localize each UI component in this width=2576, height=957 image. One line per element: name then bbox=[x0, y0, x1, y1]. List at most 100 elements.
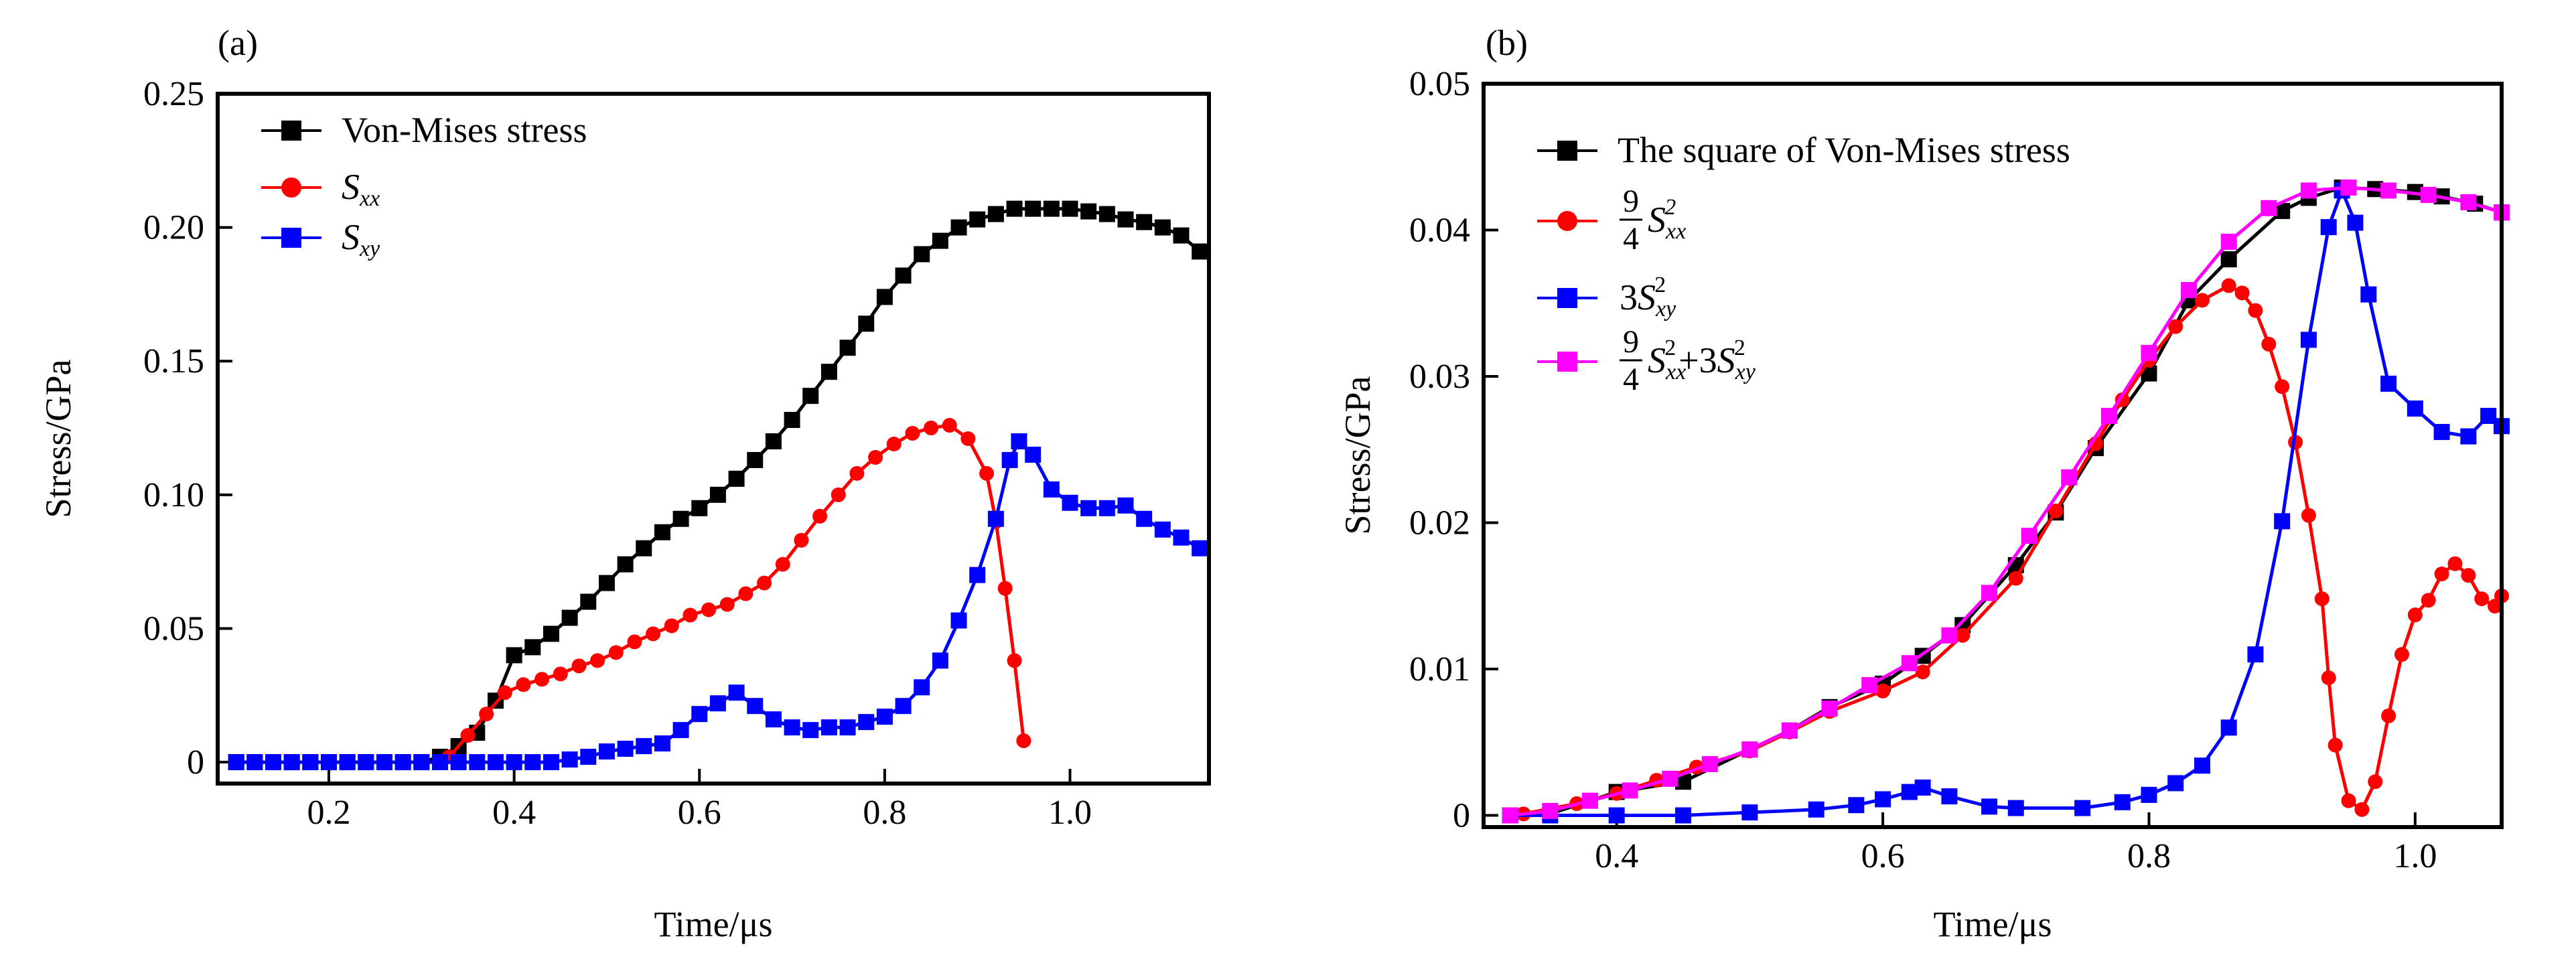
data-point bbox=[820, 364, 837, 380]
series-line bbox=[447, 423, 1025, 758]
data-point bbox=[302, 754, 319, 771]
legend-marker-sxx2 bbox=[1557, 211, 1577, 231]
data-point bbox=[820, 719, 837, 736]
data-point bbox=[2314, 591, 2330, 607]
y-tick-label-a: 0.25 bbox=[143, 75, 204, 113]
fraction-numerator: 9 bbox=[1623, 183, 1639, 219]
data-point bbox=[969, 211, 986, 228]
series-layer-b bbox=[1502, 179, 2510, 824]
data-point bbox=[895, 267, 912, 284]
data-point bbox=[2354, 802, 2370, 817]
data-point bbox=[979, 465, 995, 481]
data-point bbox=[1915, 664, 1930, 680]
data-point bbox=[2194, 757, 2210, 774]
legend-label-sxx2: Sxx2 bbox=[1648, 195, 1686, 244]
data-point bbox=[608, 645, 624, 660]
legend-marker-sum bbox=[1557, 352, 1577, 372]
data-point bbox=[1080, 500, 1097, 516]
series-layer-a bbox=[228, 200, 1208, 771]
x-tick-label-a: 0.4 bbox=[492, 794, 536, 832]
data-point bbox=[265, 754, 281, 771]
data-point bbox=[2074, 800, 2091, 816]
data-point bbox=[868, 449, 883, 465]
data-point bbox=[487, 754, 504, 771]
series-b-1 bbox=[1516, 278, 2509, 822]
data-point bbox=[2328, 737, 2343, 753]
legend-entry-von-mises: Von-Mises stress bbox=[261, 110, 587, 150]
data-point bbox=[469, 754, 486, 771]
data-point bbox=[969, 567, 986, 583]
data-point bbox=[617, 741, 634, 757]
data-point bbox=[320, 754, 337, 771]
data-point bbox=[1154, 219, 1171, 236]
data-point bbox=[831, 487, 846, 502]
data-point bbox=[1173, 529, 1190, 546]
data-point bbox=[617, 556, 634, 573]
legend-b: The square of Von-Mises stress 9 4 Sxx2 … bbox=[1537, 130, 2070, 397]
legend-entry-sum: 9 4 Sxx2+3Sxy2 bbox=[1537, 324, 1756, 397]
series-b-3 bbox=[1502, 179, 2510, 824]
data-point bbox=[1941, 788, 1958, 805]
data-point bbox=[1192, 540, 1208, 557]
data-point bbox=[524, 639, 541, 656]
data-point bbox=[534, 672, 550, 687]
data-point bbox=[942, 418, 957, 433]
legend-label-sxy2: 3Sxy2 bbox=[1620, 273, 1676, 321]
data-point bbox=[987, 206, 1004, 222]
x-tick-label-a: 0.2 bbox=[307, 794, 350, 832]
data-point bbox=[2394, 647, 2409, 662]
data-point bbox=[2181, 282, 2198, 299]
x-tick-label-a: 0.6 bbox=[678, 794, 721, 832]
data-point bbox=[2420, 187, 2437, 204]
data-point bbox=[413, 754, 430, 771]
data-point bbox=[1062, 200, 1078, 217]
y-tick-label-a: 0.10 bbox=[143, 476, 204, 514]
data-point bbox=[2433, 424, 2450, 441]
data-point bbox=[849, 465, 865, 481]
data-point bbox=[2407, 400, 2423, 417]
y-tick-label-b: 0.03 bbox=[1409, 358, 1470, 396]
y-tick-label-a: 0.20 bbox=[143, 209, 204, 247]
legend-entry-sxx2: 9 4 Sxx2 bbox=[1537, 183, 1686, 256]
plot-frame-b bbox=[1482, 82, 2504, 829]
data-point bbox=[765, 433, 782, 449]
data-point bbox=[932, 652, 948, 669]
data-point bbox=[2320, 219, 2337, 236]
data-point bbox=[1098, 206, 1115, 222]
data-point bbox=[228, 754, 244, 771]
data-point bbox=[987, 510, 1004, 527]
data-point bbox=[2141, 786, 2157, 803]
data-point bbox=[1662, 770, 1678, 787]
data-point bbox=[395, 754, 411, 771]
data-point bbox=[1808, 801, 1824, 818]
data-point bbox=[1875, 791, 1891, 808]
data-point bbox=[2194, 293, 2210, 308]
data-point bbox=[524, 754, 541, 771]
data-point bbox=[627, 634, 642, 650]
series-a-1 bbox=[441, 418, 1031, 765]
y-tick-label-b: 0 bbox=[1453, 797, 1470, 835]
data-point bbox=[580, 593, 597, 610]
legend-marker-sxy2 bbox=[1557, 288, 1577, 308]
data-point bbox=[543, 754, 559, 771]
y-tick-label-b: 0.02 bbox=[1409, 504, 1470, 542]
data-point bbox=[876, 289, 893, 305]
data-point bbox=[1173, 227, 1190, 244]
data-point bbox=[2380, 375, 2397, 392]
data-point bbox=[1781, 722, 1798, 739]
data-point bbox=[431, 754, 448, 771]
data-point bbox=[709, 486, 726, 503]
data-point bbox=[914, 679, 930, 696]
data-point bbox=[924, 421, 939, 436]
panel-label-b: (b) bbox=[1486, 23, 1528, 63]
data-point bbox=[1192, 243, 1208, 260]
data-point bbox=[1136, 214, 1153, 230]
series-a-0 bbox=[228, 200, 1208, 771]
data-point bbox=[709, 695, 726, 712]
plot-frame-a bbox=[216, 92, 1211, 786]
data-point bbox=[757, 575, 772, 591]
data-point bbox=[450, 754, 467, 771]
data-point bbox=[2248, 303, 2263, 318]
data-point bbox=[905, 426, 920, 441]
